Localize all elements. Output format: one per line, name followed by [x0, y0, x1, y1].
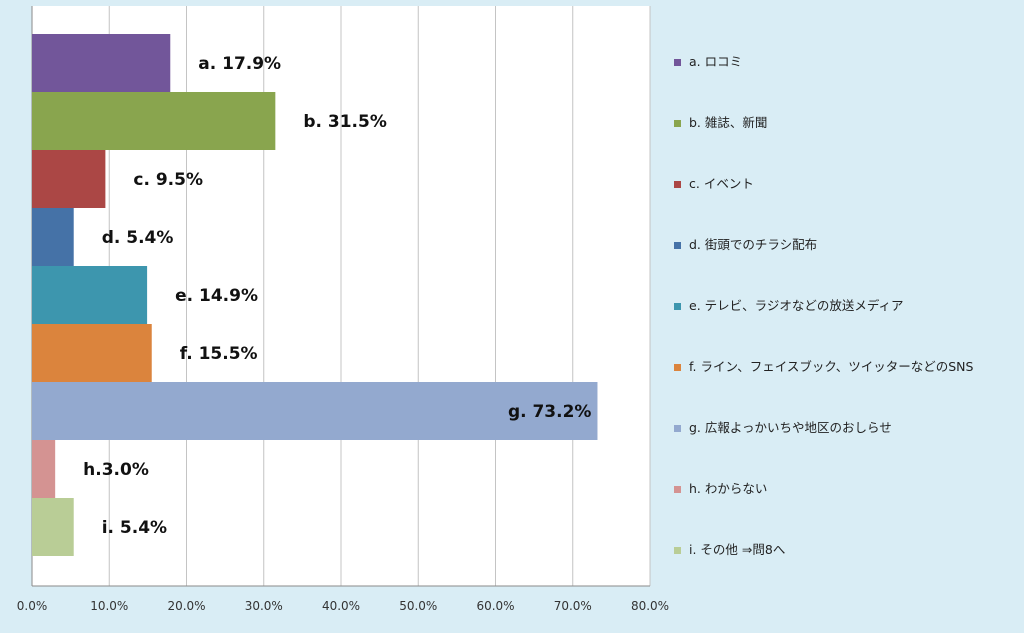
legend-entry: a. ロコミ	[689, 54, 742, 69]
data-labels: a. 17.9% b. 31.5% c. 9.5% d. 5.4% e. 14.9% f.…	[83, 54, 591, 538]
data-label: b. 31.5%	[303, 112, 387, 132]
legend-swatch	[674, 547, 681, 554]
bar	[32, 34, 171, 92]
x-tick-label: 20.0%	[167, 599, 205, 613]
x-tick-label: 0.0%	[17, 599, 48, 613]
data-label: h.3.0%	[83, 460, 149, 480]
bars	[32, 34, 598, 556]
data-label: e. 14.9%	[175, 286, 258, 306]
legend-entry: f. ライン、フェイスブック、ツイッターなどのSNS	[689, 359, 973, 374]
data-label: i. 5.4%	[102, 518, 167, 538]
bar	[32, 498, 74, 556]
legend-swatch	[674, 486, 681, 493]
x-tick-label: 80.0%	[631, 599, 669, 613]
x-axis: 0.0% 10.0% 20.0% 30.0% 40.0% 50.0% 60.0% 70.0% 8…	[17, 585, 669, 613]
bar	[32, 150, 106, 208]
legend-entry: h. わからない	[689, 481, 767, 496]
data-label: a. 17.9%	[198, 54, 281, 74]
bar	[32, 382, 598, 440]
x-tick-label: 30.0%	[245, 599, 283, 613]
x-tick-label: 70.0%	[554, 599, 592, 613]
bar	[32, 266, 148, 324]
legend-swatch	[674, 364, 681, 371]
bar	[32, 324, 152, 382]
bar	[32, 92, 276, 150]
legend-swatch	[674, 181, 681, 188]
legend-entry: i. その他 ⇒問8へ	[689, 542, 785, 557]
data-label: g. 73.2%	[508, 402, 592, 422]
legend-swatch	[674, 425, 681, 432]
legend-swatch	[674, 59, 681, 66]
data-label: d. 5.4%	[102, 228, 174, 248]
legend-swatch	[674, 242, 681, 249]
x-tick-label: 60.0%	[476, 599, 514, 613]
legend-swatch	[674, 303, 681, 310]
legend: a. ロコミ b. 雑誌、新聞 c. イベント d. 街頭でのチラシ配布 e. テレビ、…	[674, 54, 973, 557]
legend-swatch	[674, 120, 681, 127]
x-tick-label: 10.0%	[90, 599, 128, 613]
legend-entry: b. 雑誌、新聞	[689, 115, 767, 130]
legend-entry: g. 広報よっかいちや地区のおしらせ	[689, 420, 892, 435]
bar	[32, 208, 74, 266]
data-label: c. 9.5%	[133, 170, 203, 190]
legend-entry: e. テレビ、ラジオなどの放送メディア	[689, 298, 904, 313]
x-tick-label: 50.0%	[399, 599, 437, 613]
data-label: f. 15.5%	[180, 344, 258, 364]
legend-entry: d. 街頭でのチラシ配布	[689, 237, 817, 252]
legend-entry: c. イベント	[689, 176, 754, 191]
bar	[32, 440, 56, 498]
x-tick-label: 40.0%	[322, 599, 360, 613]
